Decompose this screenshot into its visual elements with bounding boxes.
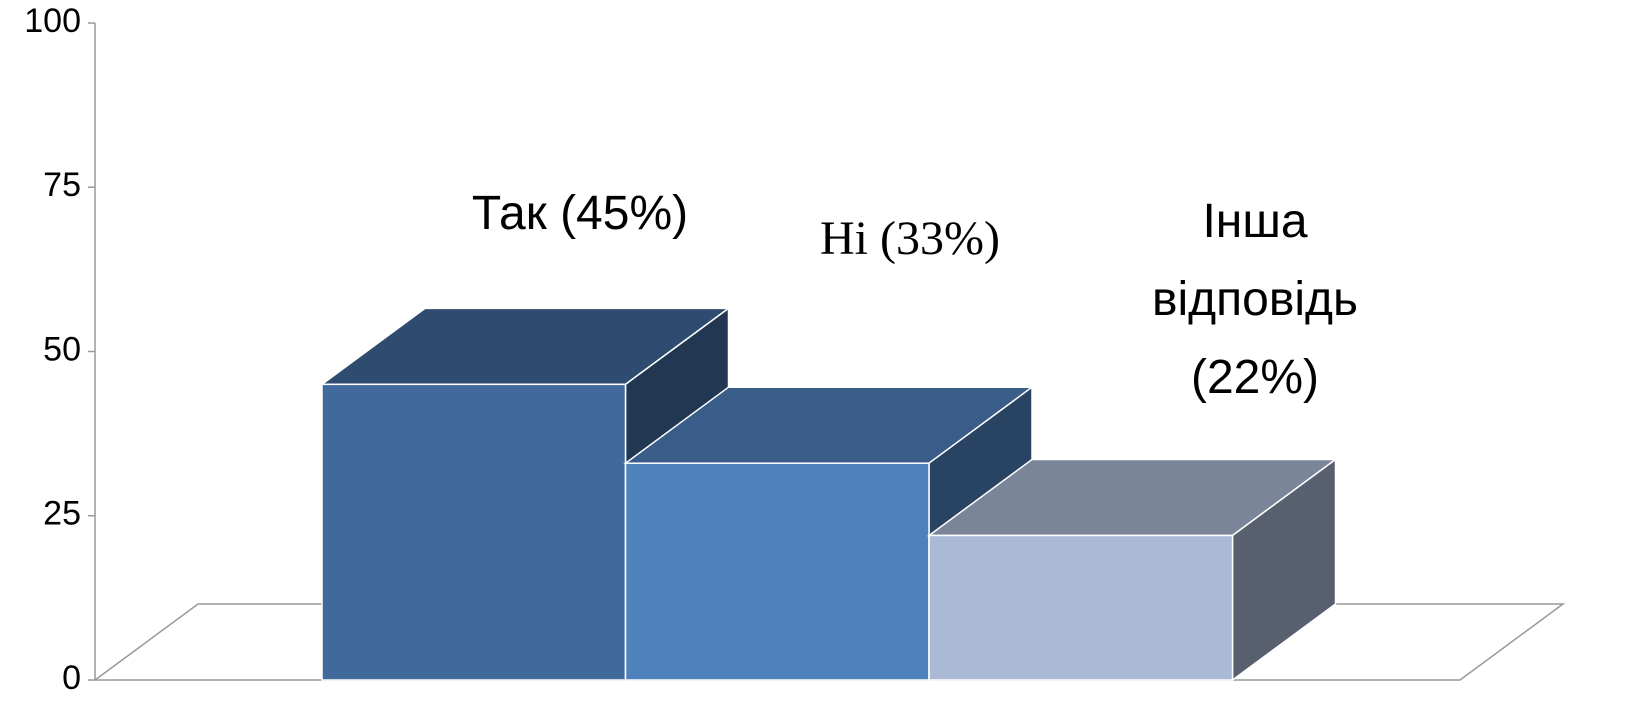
bar (321, 383, 627, 681)
bar (624, 462, 930, 681)
y-tick-label: 50 (43, 330, 81, 368)
value-label: Ні (33%) (820, 212, 1000, 265)
y-tick-label: 25 (43, 495, 81, 533)
y-tick-label: 75 (43, 166, 81, 204)
value-label: Інша відповідь (22%) (1151, 195, 1359, 404)
y-tick-label: 0 (62, 659, 81, 697)
value-label: Так (45%) (471, 187, 689, 240)
bar (928, 534, 1234, 681)
y-tick-label: 100 (24, 2, 81, 40)
